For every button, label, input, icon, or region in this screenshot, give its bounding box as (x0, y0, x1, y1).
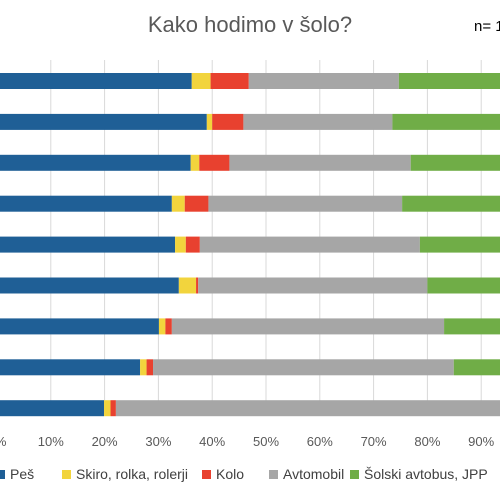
bar-segment (229, 154, 411, 171)
bar-segment (104, 400, 111, 417)
bar-segment (199, 236, 420, 253)
bar-segment (208, 195, 403, 212)
bar-segment (444, 318, 500, 335)
legend: Peš Skiro, rolka, rolerji Kolo Avtomobil Šol… (0, 466, 500, 490)
bar-segment (175, 236, 186, 253)
bar-segment (0, 154, 191, 171)
bar-segment (248, 73, 399, 89)
bar-segment (198, 277, 428, 294)
legend-item: Skiro, rolka, rolerji (62, 466, 188, 482)
bar-segment (0, 318, 159, 335)
x-tick-label: 40% (199, 434, 225, 449)
x-tick-label: 60% (307, 434, 333, 449)
bar-group (0, 277, 500, 294)
bar-segment (165, 318, 172, 335)
bar-segment (196, 277, 199, 294)
sample-size-note: n= 1 (474, 18, 500, 35)
bar-group (0, 359, 500, 376)
bar-segment (146, 359, 154, 376)
legend-swatch (350, 469, 359, 479)
x-axis-ticks: 0% 10% 20% 30% 40% 50% 60% 70% 80% 90% (0, 434, 495, 449)
bar-segment (0, 277, 179, 294)
bar-segment (191, 73, 211, 89)
bar-segment (398, 73, 500, 89)
bar-segment (190, 154, 200, 171)
legend-swatch (0, 469, 5, 479)
bar-segment (0, 359, 141, 376)
bar-group (0, 400, 500, 417)
legend-item: Šolski avtobus, JPP (350, 466, 488, 482)
bar-group (0, 318, 500, 335)
bar-segment (427, 277, 500, 294)
bar-segment (410, 154, 500, 171)
bar-segment (0, 73, 192, 89)
legend-label: Avtomobil (283, 466, 345, 482)
legend-item: Kolo (202, 466, 244, 482)
x-tick-label: 90% (468, 434, 494, 449)
legend-item: Avtomobil (269, 466, 344, 482)
bar-group (0, 154, 500, 171)
bar-segment (185, 236, 200, 253)
bar-segment (153, 359, 454, 376)
legend-item: Peš (0, 466, 34, 482)
bar-segment (210, 73, 249, 89)
bar-segment (140, 359, 147, 376)
x-tick-label: 80% (414, 434, 440, 449)
bar-segment (453, 359, 500, 376)
bar-segment (158, 318, 166, 335)
bar-segment (0, 195, 172, 212)
bar-segment (115, 400, 500, 417)
bar-group (0, 236, 500, 253)
x-tick-label: 30% (145, 434, 171, 449)
bar-segment (212, 113, 244, 130)
bar-segment (171, 318, 445, 335)
bar-segment (243, 113, 393, 130)
legend-swatch (269, 469, 278, 479)
bar-group (0, 73, 500, 89)
bar-segment (184, 195, 209, 212)
bar-segment (0, 400, 105, 417)
bar-segment (206, 113, 213, 130)
bar-group (0, 113, 500, 130)
bar-segment (402, 195, 500, 212)
bar-segment (392, 113, 500, 130)
x-tick-label: 0% (0, 434, 7, 449)
legend-swatch (62, 469, 71, 479)
bar-segment (0, 236, 176, 253)
x-tick-label: 10% (38, 434, 64, 449)
legend-label: Peš (10, 466, 35, 482)
legend-label: Skiro, rolka, rolerji (76, 466, 189, 482)
bar-segment (178, 277, 197, 294)
bar-segment (419, 236, 500, 253)
legend-label: Kolo (216, 466, 245, 482)
x-tick-label: 50% (253, 434, 279, 449)
x-tick-label: 70% (361, 434, 387, 449)
legend-swatch (202, 469, 211, 479)
bar-segment (199, 154, 230, 171)
bar-groups (0, 73, 500, 417)
chart-title: Kako hodimo v šolo? (147, 12, 353, 37)
bar-segment (171, 195, 185, 212)
x-tick-label: 20% (92, 434, 118, 449)
bar-segment (0, 113, 207, 130)
bar-group (0, 195, 500, 212)
bar-segment (110, 400, 116, 417)
legend-label: Šolski avtobus, JPP (364, 466, 488, 482)
